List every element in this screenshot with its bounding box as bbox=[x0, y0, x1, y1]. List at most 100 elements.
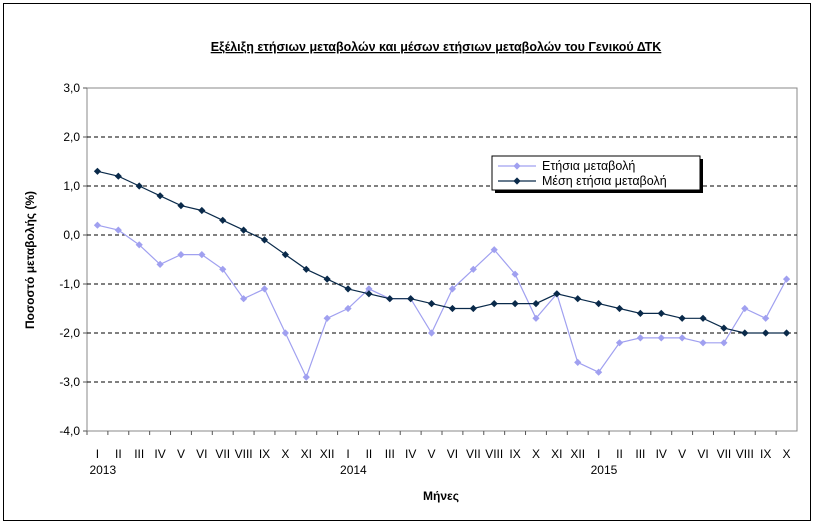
data-point bbox=[782, 329, 791, 337]
x-tick-label: X bbox=[783, 447, 791, 461]
x-tick-label: III bbox=[635, 447, 645, 461]
x-tick-label: VI bbox=[196, 447, 207, 461]
chart-svg: Εξέλιξη ετήσιων μεταβολών και μέσων ετήσ… bbox=[23, 40, 798, 503]
data-point bbox=[198, 206, 206, 215]
data-point bbox=[636, 309, 644, 317]
data-point bbox=[93, 167, 102, 175]
data-point bbox=[741, 304, 749, 313]
data-point bbox=[281, 251, 289, 259]
x-tick-label: III bbox=[134, 447, 144, 461]
data-point bbox=[720, 324, 728, 332]
data-point bbox=[678, 314, 686, 322]
series-2 bbox=[93, 167, 791, 337]
data-point bbox=[427, 329, 436, 337]
data-point bbox=[657, 334, 665, 342]
x-tick-label: I bbox=[96, 447, 99, 461]
data-point bbox=[595, 368, 603, 376]
data-point bbox=[323, 275, 331, 283]
x-tick-label: VII bbox=[466, 447, 481, 461]
data-point bbox=[219, 265, 227, 273]
data-point bbox=[490, 300, 498, 308]
data-point bbox=[156, 260, 164, 268]
data-point bbox=[260, 285, 269, 293]
data-point bbox=[741, 329, 749, 337]
data-point bbox=[448, 304, 457, 313]
series-line bbox=[97, 224, 788, 379]
x-tick-label: V bbox=[428, 447, 436, 461]
data-point bbox=[135, 241, 143, 249]
data-point bbox=[156, 192, 164, 200]
data-point bbox=[469, 304, 477, 313]
y-tick-labels: 3,0 2,0 1,0 0,0 -1,0 -2,0 -3,0 -4,0 bbox=[59, 81, 87, 438]
x-tick-label: IV bbox=[154, 447, 165, 461]
plot-area bbox=[86, 87, 798, 432]
data-point bbox=[490, 246, 498, 254]
x-tick-label: VI bbox=[447, 447, 458, 461]
data-point bbox=[281, 329, 289, 337]
data-point bbox=[386, 295, 394, 303]
data-point bbox=[93, 221, 102, 229]
data-point bbox=[344, 304, 352, 313]
data-point bbox=[323, 314, 331, 322]
y-axis-title: Ποσοστό μεταβολής (%) bbox=[23, 191, 37, 329]
data-point bbox=[595, 300, 603, 308]
x-tick-label: IV bbox=[405, 447, 416, 461]
data-point bbox=[678, 334, 686, 342]
x-tick-label: XII bbox=[570, 447, 585, 461]
data-point bbox=[574, 358, 582, 366]
data-point bbox=[699, 339, 707, 347]
chart-title: Εξέλιξη ετήσιων μεταβολών και μέσων ετήσ… bbox=[211, 40, 662, 54]
data-point bbox=[636, 334, 644, 342]
data-point bbox=[114, 226, 122, 234]
y-tick-label: 3,0 bbox=[63, 81, 80, 95]
x-tick-label: V bbox=[678, 447, 686, 461]
series-layer bbox=[93, 167, 791, 381]
x-tick-label: X bbox=[532, 447, 540, 461]
legend-box bbox=[491, 155, 701, 191]
x-tick-label: I bbox=[346, 447, 349, 461]
data-point bbox=[574, 295, 582, 303]
data-point bbox=[762, 329, 770, 337]
y-tick-label: 1,0 bbox=[63, 179, 80, 193]
x-tick-label: VII bbox=[717, 447, 732, 461]
data-point bbox=[365, 285, 373, 293]
year-label: 2014 bbox=[340, 463, 367, 477]
legend-label: Μέση ετήσια μεταβολή bbox=[542, 174, 667, 188]
data-point bbox=[407, 295, 415, 303]
x-tick-labels: I II III IV V VI VII VIII IX X XI XII I II III IV V VI VII… bbox=[86, 431, 791, 477]
data-point bbox=[469, 265, 477, 273]
x-tick-label: VIII bbox=[485, 447, 503, 461]
x-tick-label: II bbox=[115, 447, 122, 461]
legend-swatch-marker bbox=[513, 177, 521, 185]
y-tick-label: 0,0 bbox=[63, 228, 80, 242]
x-tick-label: V bbox=[177, 447, 185, 461]
data-point bbox=[114, 172, 122, 180]
data-point bbox=[260, 236, 269, 244]
y-tick-label: -1,0 bbox=[59, 277, 80, 291]
data-point bbox=[532, 314, 540, 322]
x-tick-label: VIII bbox=[235, 447, 253, 461]
data-point bbox=[762, 314, 770, 322]
data-point bbox=[782, 275, 791, 283]
x-tick-label: XI bbox=[551, 447, 562, 461]
data-point bbox=[135, 182, 143, 190]
x-tick-label: XII bbox=[320, 447, 335, 461]
data-point bbox=[615, 304, 624, 313]
data-point bbox=[657, 309, 665, 317]
x-tick-label: III bbox=[385, 447, 395, 461]
x-tick-label: IX bbox=[259, 447, 270, 461]
y-tick-label: -3,0 bbox=[59, 375, 80, 389]
x-tick-label: VI bbox=[697, 447, 708, 461]
data-point bbox=[511, 300, 519, 308]
data-point bbox=[427, 300, 436, 308]
x-tick-label: I bbox=[597, 447, 600, 461]
y-tick-label: -2,0 bbox=[59, 326, 80, 340]
y-tick-label: -4,0 bbox=[59, 424, 80, 438]
x-tick-label: IX bbox=[760, 447, 771, 461]
data-point bbox=[448, 285, 457, 293]
series-line bbox=[97, 170, 787, 334]
data-point bbox=[344, 285, 352, 293]
x-axis-title: Μήνες bbox=[423, 489, 459, 503]
x-tick-label: XI bbox=[301, 447, 312, 461]
